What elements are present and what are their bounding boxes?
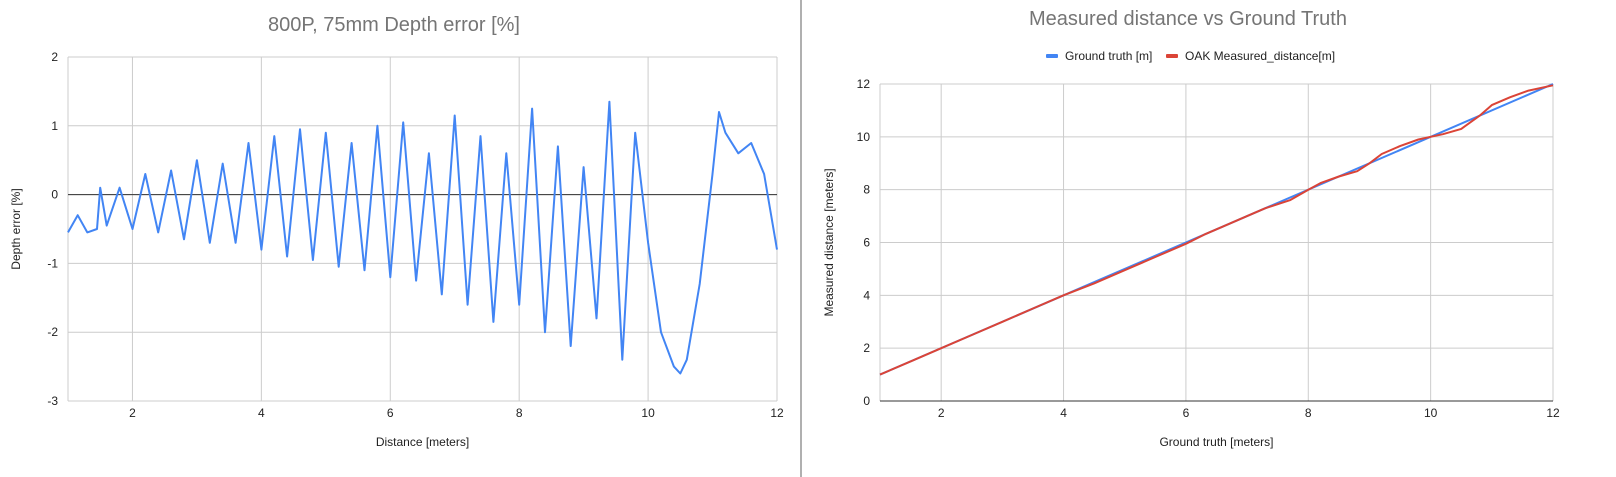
y-tick-label: 8 [863, 183, 870, 197]
y-tick-label: 2 [51, 50, 58, 64]
y-tick-label: 0 [51, 188, 58, 202]
x-tick-label: 2 [129, 406, 136, 420]
x-tick-label: 12 [770, 406, 784, 420]
x-axis-label: Ground truth [meters] [1159, 435, 1273, 449]
y-tick-label: 10 [857, 130, 871, 144]
y-tick-label: -3 [47, 394, 58, 408]
series-line-1 [879, 84, 1554, 376]
legend-label: Ground truth [m] [1065, 49, 1152, 63]
y-tick-label: 12 [857, 77, 871, 91]
series-line-0 [67, 100, 778, 375]
y-tick-label: -2 [47, 325, 58, 339]
y-tick-label: 2 [863, 341, 870, 355]
legend-swatch [1166, 54, 1178, 58]
x-tick-label: 6 [1183, 406, 1190, 420]
x-tick-label: 8 [1305, 406, 1312, 420]
x-tick-label: 12 [1546, 406, 1560, 420]
legend-swatch [1046, 54, 1058, 58]
x-tick-label: 4 [258, 406, 265, 420]
measured-vs-ground-truth-chart: 2 4 6 8 10 12 0 2 4 6 8 10 12 Measured distance vs Gr… [822, 8, 1560, 449]
y-axis-label: Depth error [%] [9, 188, 23, 269]
x-tick-label: 6 [387, 406, 394, 420]
y-tick-label: 6 [863, 236, 870, 250]
legend-label: OAK Measured_distance[m] [1185, 49, 1335, 63]
chart-title: 800P, 75mm Depth error [%] [268, 14, 520, 36]
y-tick-label: 1 [51, 119, 58, 133]
x-axis-label: Distance [meters] [376, 435, 469, 449]
y-axis-label: Measured distance [meters] [822, 168, 836, 316]
chart-divider [800, 0, 802, 477]
x-tick-label: 2 [938, 406, 945, 420]
y-tick-label: -1 [47, 256, 58, 270]
y-tick-label: 4 [863, 288, 870, 302]
y-tick-label: 0 [863, 394, 870, 408]
x-tick-label: 10 [1424, 406, 1438, 420]
x-tick-label: 8 [516, 406, 523, 420]
x-tick-label: 10 [641, 406, 655, 420]
chart-title: Measured distance vs Ground Truth [1029, 8, 1347, 30]
x-tick-label: 4 [1060, 406, 1067, 420]
